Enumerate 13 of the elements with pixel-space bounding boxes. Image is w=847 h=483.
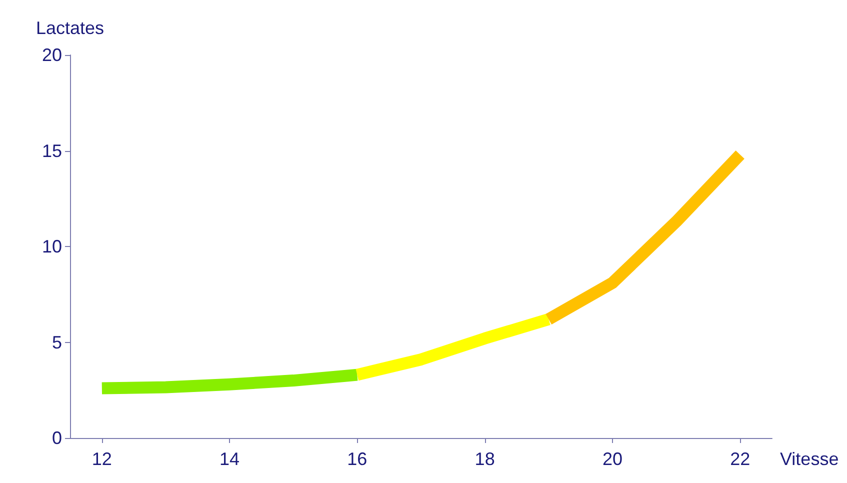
y-tick-label: 5 — [52, 332, 62, 352]
y-tick-label: 20 — [42, 45, 62, 65]
y-axis-title: Lactates — [36, 18, 104, 38]
x-tick-label: 22 — [730, 449, 750, 469]
x-tick-label: 14 — [220, 449, 240, 469]
x-tick-label: 18 — [474, 449, 495, 469]
y-tick-label: 15 — [42, 140, 62, 161]
y-tick-label: 0 — [52, 428, 62, 448]
x-tick-label: 20 — [602, 449, 622, 469]
y-tick-label: 10 — [42, 236, 62, 256]
x-tick-label: 16 — [347, 449, 368, 469]
x-tick-label: 12 — [92, 449, 112, 469]
x-axis-title: Vitesse — [780, 449, 839, 469]
